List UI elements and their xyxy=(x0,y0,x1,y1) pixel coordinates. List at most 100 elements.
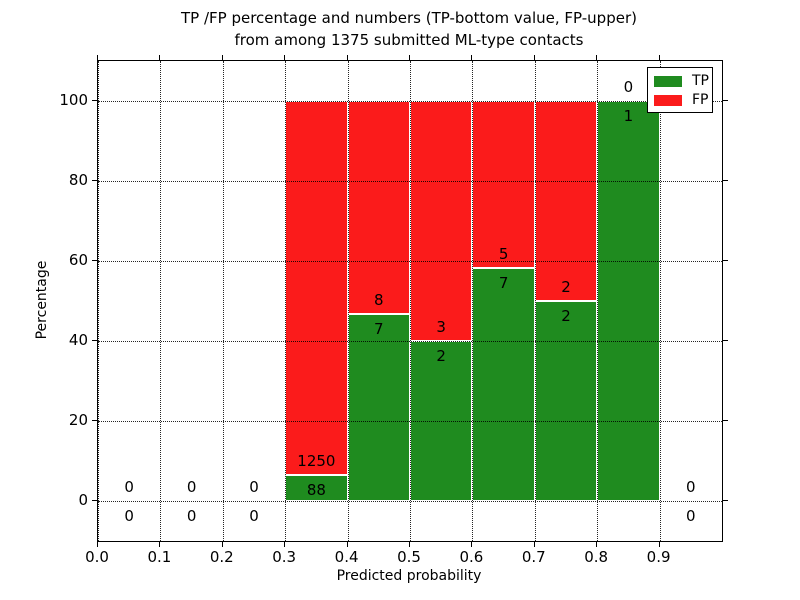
fp-count-label: 0 xyxy=(124,478,134,496)
x-tick-mark-top xyxy=(284,55,286,60)
y-tick-mark xyxy=(92,260,97,261)
x-tick-mark-top xyxy=(159,55,161,60)
x-tick-label: 0.9 xyxy=(646,548,671,566)
x-tick-mark xyxy=(658,542,660,547)
fp-bar-segment xyxy=(410,101,473,341)
x-tick-mark xyxy=(346,542,348,547)
fp-count-label: 0 xyxy=(623,78,634,96)
y-tick-label: 0 xyxy=(78,491,88,509)
y-tick-mark-right xyxy=(723,100,728,101)
x-tick-mark xyxy=(409,542,410,547)
x-tick-label: 0.5 xyxy=(397,548,421,566)
y-tick-mark-right xyxy=(723,500,728,501)
y-tick-mark xyxy=(92,100,97,101)
x-tick-mark-top xyxy=(409,55,410,60)
x-tick-label: 0.8 xyxy=(584,548,609,566)
fp-count-label: 8 xyxy=(374,291,384,310)
chart-title: TP /FP percentage and numbers (TP-bottom… xyxy=(97,7,721,51)
fp-count-label: 1250 xyxy=(297,451,336,470)
y-tick-label: 20 xyxy=(68,411,88,429)
x-tick-mark xyxy=(533,542,535,547)
x-tick-mark xyxy=(159,542,161,547)
x-tick-mark-top xyxy=(596,55,598,60)
fp-count-label: 3 xyxy=(436,318,446,336)
tp-count-label: 1 xyxy=(623,107,634,125)
tp-count-label: 2 xyxy=(561,307,571,325)
tp-count-label: 7 xyxy=(374,320,384,339)
fp-count-label: 0 xyxy=(249,478,259,496)
x-tick-mark xyxy=(97,542,98,547)
x-tick-label: 0.2 xyxy=(209,548,234,566)
chart-title-line1: TP /FP percentage and numbers (TP-bottom… xyxy=(181,9,637,27)
x-tick-mark-top xyxy=(533,55,535,60)
y-tick-mark xyxy=(92,340,97,341)
fp-count-label: 2 xyxy=(561,278,571,296)
tp-count-label: 88 xyxy=(306,480,326,499)
y-tick-mark xyxy=(92,180,97,181)
v-gridline xyxy=(472,61,474,541)
v-gridline xyxy=(222,61,224,541)
v-gridline xyxy=(160,61,162,541)
tp-count-label: 0 xyxy=(686,507,696,525)
x-axis-label: Predicted probability xyxy=(336,568,482,584)
x-tick-mark xyxy=(221,542,223,547)
tp-count-label: 2 xyxy=(436,347,446,365)
tp-count-label: 0 xyxy=(186,507,197,525)
tp-count-label: 0 xyxy=(249,507,259,525)
x-tick-label: 0.1 xyxy=(147,548,172,566)
fp-bar-segment xyxy=(472,101,535,268)
x-tick-label: 0.6 xyxy=(459,548,484,566)
tp-bar-segment xyxy=(347,314,410,501)
y-tick-mark-right xyxy=(723,180,728,181)
y-tick-mark-right xyxy=(723,420,728,421)
x-tick-label: 0.3 xyxy=(272,548,297,566)
x-tick-mark-top xyxy=(97,55,98,60)
fp-count-label: 0 xyxy=(186,478,197,496)
x-tick-mark-top xyxy=(658,55,660,60)
x-tick-label: 0.0 xyxy=(85,548,109,566)
fp-bar-segment xyxy=(347,101,410,315)
tp-bar-segment xyxy=(285,474,348,501)
tp-legend-swatch xyxy=(654,76,682,87)
tp-count-label: 0 xyxy=(124,507,134,525)
x-tick-label: 0.4 xyxy=(334,548,359,566)
fp-bar-segment xyxy=(534,101,598,301)
legend: TP FP xyxy=(647,67,713,113)
v-gridline xyxy=(410,61,411,541)
chart-title-line2: from among 1375 submitted ML-type contac… xyxy=(234,31,584,49)
fp-count-label: 5 xyxy=(498,244,509,263)
y-tick-mark-right xyxy=(723,260,728,261)
fp-bar-segment xyxy=(285,101,348,475)
x-tick-mark xyxy=(471,542,473,547)
v-gridline xyxy=(597,61,599,541)
y-tick-mark xyxy=(92,500,97,501)
fp-legend-label: FP xyxy=(692,92,709,108)
v-gridline xyxy=(347,61,349,541)
tp-legend-label: TP xyxy=(692,73,709,89)
tp-bar-segment xyxy=(472,267,535,501)
fp-legend-swatch xyxy=(654,95,682,106)
tp-bar-segment xyxy=(534,301,598,501)
v-gridline xyxy=(534,61,536,541)
y-tick-mark-right xyxy=(723,340,728,341)
fp-count-label: 0 xyxy=(686,478,696,496)
x-tick-label: 0.7 xyxy=(521,548,546,566)
x-tick-mark-top xyxy=(346,55,348,60)
y-tick-label: 60 xyxy=(68,251,88,269)
y-tick-label: 80 xyxy=(68,171,88,189)
v-gridline xyxy=(98,61,99,541)
y-tick-label: 40 xyxy=(68,331,88,349)
legend-entry-fp: FP xyxy=(654,91,712,110)
v-gridline xyxy=(285,61,287,541)
tp-bar-segment xyxy=(597,101,660,501)
x-tick-mark xyxy=(284,542,286,547)
tp-count-label: 7 xyxy=(498,273,509,292)
y-axis-label: Percentage xyxy=(34,260,50,340)
x-tick-mark xyxy=(596,542,598,547)
x-tick-mark-top xyxy=(221,55,223,60)
plot-area: 0 0 0 0 0 0 1250 88 8 7 3 2 5 7 2 2 0 1 0 0 xyxy=(97,60,723,542)
y-tick-label: 100 xyxy=(59,91,88,109)
x-tick-mark-top xyxy=(471,55,473,60)
legend-entry-tp: TP xyxy=(654,72,712,91)
